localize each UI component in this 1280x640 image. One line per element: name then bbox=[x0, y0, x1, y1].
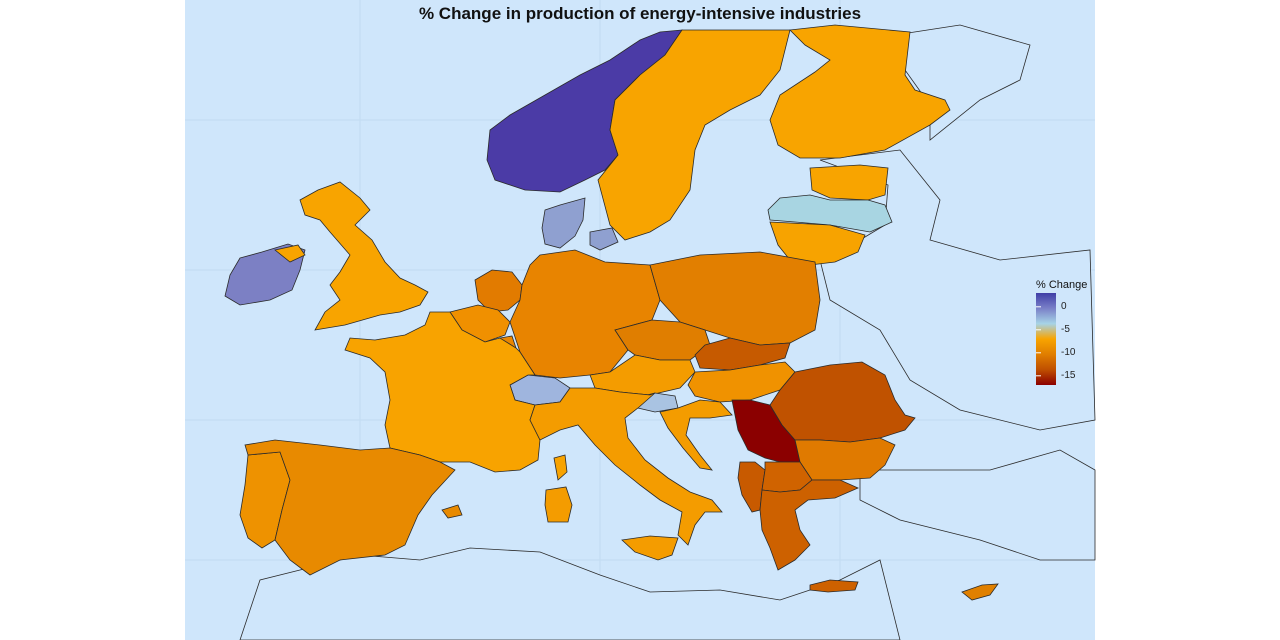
region-united-kingdom bbox=[274, 181, 429, 331]
region-corsica bbox=[553, 454, 568, 481]
region-finland bbox=[769, 24, 951, 159]
legend-tick-label: 0 bbox=[1061, 300, 1067, 312]
region-lithuania bbox=[769, 221, 866, 266]
region-ireland bbox=[224, 243, 306, 306]
region-romania bbox=[769, 361, 916, 443]
region-slovakia bbox=[694, 337, 791, 371]
region-croatia bbox=[659, 399, 733, 471]
legend-tick-marks bbox=[1036, 306, 1041, 377]
region-denmark bbox=[541, 197, 619, 251]
legend-tick-label: -5 bbox=[1061, 323, 1070, 335]
legend-tick-label: -15 bbox=[1061, 369, 1076, 381]
region-sweden bbox=[597, 29, 791, 241]
legend-title: % Change bbox=[1036, 279, 1088, 291]
region-sicily bbox=[621, 535, 679, 561]
legend-colorbar bbox=[1036, 293, 1056, 385]
region-spain bbox=[244, 439, 463, 576]
region-latvia bbox=[767, 194, 893, 233]
region-france bbox=[344, 311, 541, 473]
region-greece bbox=[759, 479, 859, 571]
countries bbox=[224, 24, 999, 601]
legend-tick-label: -10 bbox=[1061, 346, 1076, 358]
region-cyprus bbox=[961, 583, 999, 601]
region-estonia bbox=[809, 164, 889, 201]
map-title: % Change in production of energy-intensi… bbox=[418, 4, 862, 23]
region-italy bbox=[529, 387, 723, 546]
region-sardinia bbox=[544, 486, 573, 523]
region-crete bbox=[809, 579, 859, 593]
